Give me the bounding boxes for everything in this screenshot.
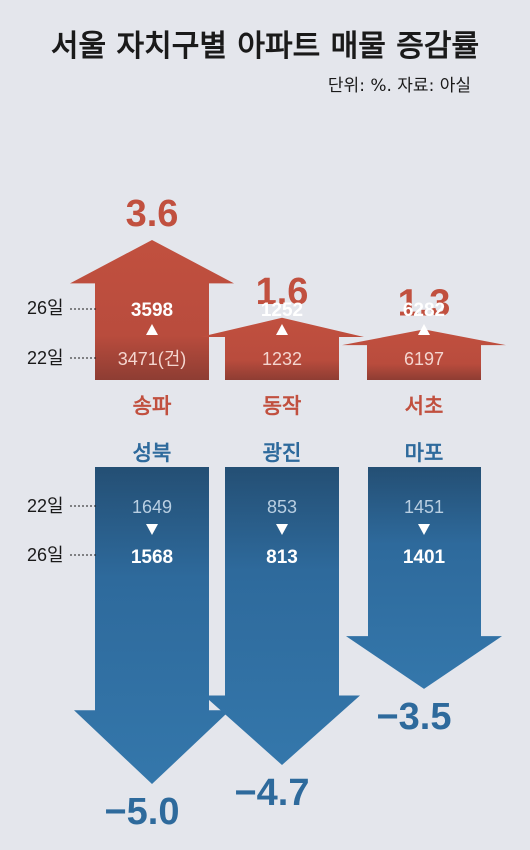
listings-22-value: 1232 bbox=[262, 349, 302, 369]
increase-pct-label: 3.6 bbox=[126, 193, 179, 235]
lower-22-label: 22일 bbox=[27, 496, 64, 516]
listings-26-value: 1401 bbox=[403, 547, 446, 568]
increase-arrow bbox=[70, 239, 234, 380]
listings-26-value: 1252 bbox=[261, 300, 303, 321]
listings-22-value: 6197 bbox=[404, 349, 444, 369]
decrease-marker bbox=[418, 524, 430, 535]
decrease-arrow bbox=[74, 467, 230, 785]
district-name: 마포 bbox=[405, 441, 444, 465]
decrease-marker bbox=[276, 524, 288, 535]
increase-marker bbox=[146, 324, 158, 335]
decrease-pct-label: −3.5 bbox=[376, 696, 451, 738]
district-name: 동작 bbox=[263, 394, 302, 418]
increase-arrow bbox=[200, 317, 364, 380]
listings-22-value: 1649 bbox=[132, 497, 172, 517]
increase-marker bbox=[418, 324, 430, 335]
upper-26-label: 26일 bbox=[27, 298, 64, 318]
decrease-marker bbox=[146, 524, 158, 535]
district-name: 광진 bbox=[263, 441, 302, 465]
listings-22-value: 853 bbox=[267, 497, 297, 517]
arrows-layer bbox=[70, 239, 506, 785]
listings-26-value: 1568 bbox=[131, 547, 173, 568]
increase-pct-label: 1.6 bbox=[256, 271, 309, 313]
increase-pct-label: 1.3 bbox=[398, 282, 451, 324]
listings-26-value: 813 bbox=[266, 547, 298, 568]
lower-26-label: 26일 bbox=[27, 545, 64, 565]
decrease-arrow bbox=[346, 467, 502, 689]
district-name: 서초 bbox=[405, 394, 444, 418]
decrease-arrow bbox=[204, 467, 360, 766]
increase-arrow bbox=[342, 329, 506, 380]
upper-22-label: 22일 bbox=[27, 348, 64, 368]
chart-title: 서울 자치구별 아파트 매물 증감률 bbox=[51, 29, 479, 64]
listings-26-value: 3598 bbox=[131, 300, 173, 321]
increase-marker bbox=[276, 324, 288, 335]
decrease-pct-label: −5.0 bbox=[104, 791, 179, 833]
district-name: 송파 bbox=[133, 394, 172, 418]
source-note: 단위: %. 자료: 아실 bbox=[328, 76, 471, 96]
listings-22-value: 1451 bbox=[404, 497, 444, 517]
decrease-pct-label: −4.7 bbox=[234, 772, 309, 814]
district-name: 성북 bbox=[133, 441, 172, 465]
listings-26-value: 6282 bbox=[403, 300, 445, 321]
listings-22-value: 3471(건) bbox=[118, 349, 187, 369]
